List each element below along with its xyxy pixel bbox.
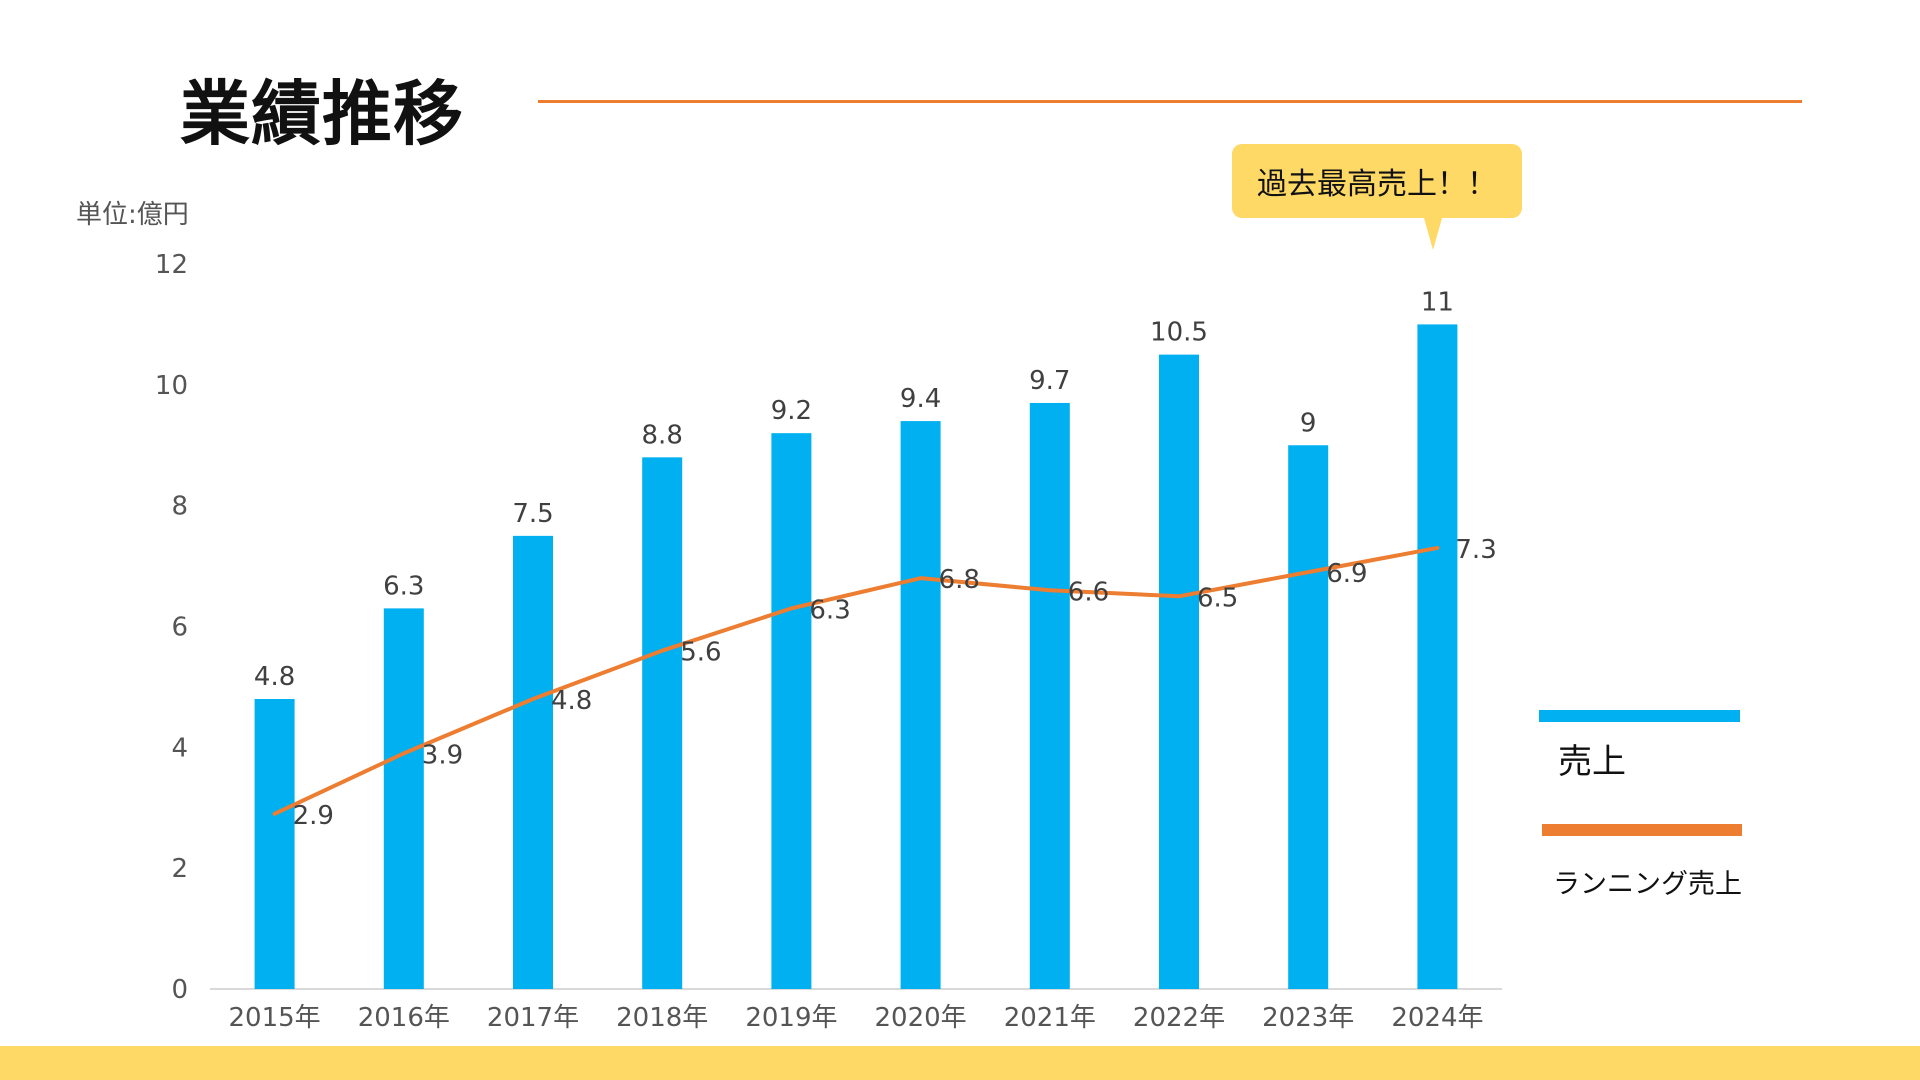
sales-bar xyxy=(1288,445,1329,989)
y-tick-label: 6 xyxy=(171,613,188,643)
x-tick-label: 2024年 xyxy=(1391,1003,1483,1033)
y-tick-label: 2 xyxy=(171,854,188,884)
y-tick-label: 8 xyxy=(171,492,188,522)
sales-bar xyxy=(900,421,941,989)
y-tick-label: 12 xyxy=(155,250,188,280)
sales-bar xyxy=(642,457,683,989)
record-sales-callout: 過去最高売上！！ xyxy=(1232,144,1522,218)
x-tick-label: 2020年 xyxy=(875,1003,967,1033)
line-value-label: 4.8 xyxy=(551,686,592,716)
line-value-label: 7.3 xyxy=(1455,535,1496,565)
x-tick-label: 2021年 xyxy=(1004,1003,1096,1033)
line-value-label: 6.9 xyxy=(1326,559,1367,589)
sales-bar xyxy=(513,535,553,989)
bar-value-label: 8.8 xyxy=(642,420,683,450)
callout-pointer xyxy=(1424,218,1442,250)
y-tick-label: 10 xyxy=(155,371,188,401)
bar-value-label: 9.4 xyxy=(900,384,941,414)
page-title: 業績推移 xyxy=(180,73,464,155)
legend-swatch-bar xyxy=(1539,710,1740,722)
legend-label-line: ランニング売上 xyxy=(1553,869,1742,900)
line-value-label: 3.9 xyxy=(422,740,463,770)
x-tick-label: 2022年 xyxy=(1133,1003,1225,1033)
bar-value-label: 9.7 xyxy=(1029,366,1070,396)
callout-text: 過去最高売上！！ xyxy=(1257,167,1497,202)
bar-value-label: 4.8 xyxy=(254,662,295,692)
bar-value-label: 6.3 xyxy=(383,571,424,601)
bar-value-label: 9.2 xyxy=(771,396,812,426)
sales-bar xyxy=(1029,402,1070,989)
line-value-label: 6.3 xyxy=(809,595,850,625)
x-tick-label: 2019年 xyxy=(745,1003,837,1033)
legend-swatch-line xyxy=(1542,824,1742,836)
line-value-label: 6.8 xyxy=(939,565,980,595)
running-sales-line xyxy=(272,545,1440,816)
unit-label: 単位:億円 xyxy=(76,200,189,230)
y-tick-label: 4 xyxy=(171,733,188,763)
bar-value-label: 11 xyxy=(1421,287,1454,317)
sales-bar xyxy=(771,433,812,990)
sales-bar xyxy=(1159,354,1199,989)
x-tick-label: 2016年 xyxy=(358,1003,450,1033)
line-value-label: 6.5 xyxy=(1197,583,1238,613)
line-value-label: 2.9 xyxy=(293,801,334,831)
bar-value-label: 10.5 xyxy=(1150,318,1208,348)
bar-value-label: 9 xyxy=(1300,408,1317,438)
sales-bar xyxy=(383,608,424,989)
legend-label-bar: 売上 xyxy=(1558,742,1626,782)
line-value-label: 5.6 xyxy=(680,638,721,668)
footer-bar xyxy=(0,1046,1920,1080)
x-tick-label: 2018年 xyxy=(616,1003,708,1033)
bar-value-label: 7.5 xyxy=(512,499,553,529)
sales-bar xyxy=(254,699,295,989)
x-tick-label: 2017年 xyxy=(487,1003,579,1033)
sales-bar xyxy=(1417,324,1458,990)
x-tick-label: 2023年 xyxy=(1262,1003,1354,1033)
y-tick-label: 0 xyxy=(171,975,188,1005)
x-tick-label: 2015年 xyxy=(229,1003,321,1033)
title-underline xyxy=(538,100,1802,103)
line-value-label: 6.6 xyxy=(1068,577,1109,607)
